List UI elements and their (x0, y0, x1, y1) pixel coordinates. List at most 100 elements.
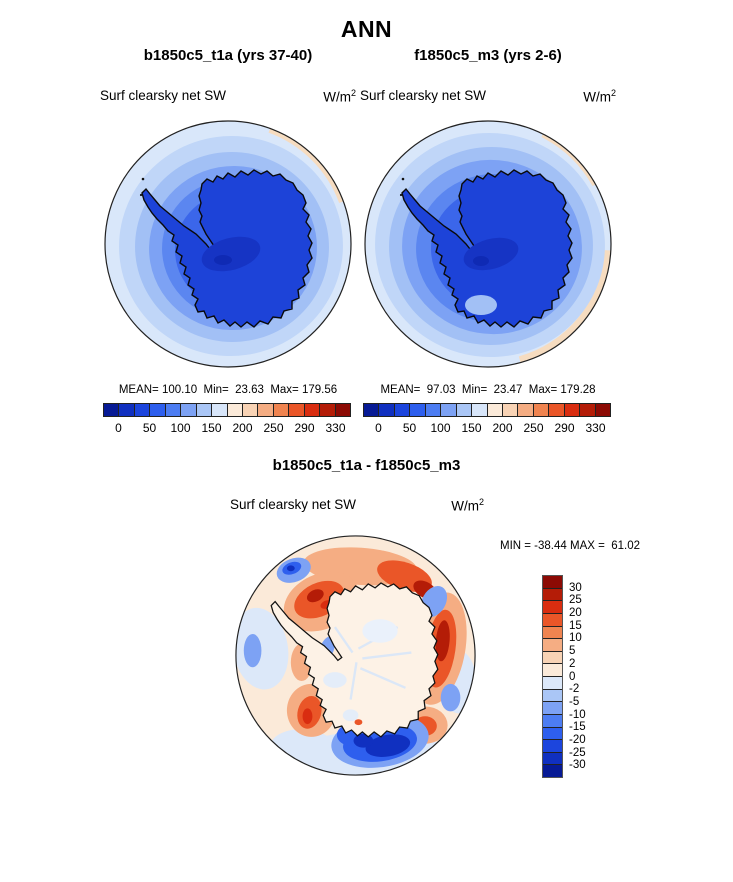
colorbar-segment (543, 689, 562, 703)
colorbar-tick-label: 50 (402, 421, 417, 435)
colorbar-segment (533, 404, 550, 416)
colorbar-segment (425, 404, 442, 416)
colorbar-tick-label: -15 (569, 721, 586, 734)
colorbar-segment (543, 613, 562, 627)
colorbar-segment (543, 752, 562, 766)
island-dot (401, 177, 405, 181)
colorbar-tick-label: 100 (170, 421, 191, 435)
colorbar-vertical-ticks: 30 25 20 15 10 5 2 0 -2 -5 -10 -15 -20 -25 -30 (569, 575, 609, 778)
colorbar-segment (543, 639, 562, 652)
stats-line: MEAN= 97.03 Min= 23.47 Max= 179.28 (380, 384, 596, 396)
colorbar-tick-label: 20 (569, 607, 582, 620)
map-b1850c5-t1a (104, 120, 352, 368)
colorbar-tick-label: -10 (569, 708, 586, 721)
map-difference (235, 535, 476, 776)
colorbar-tick-label: 200 (232, 421, 253, 435)
map-f1850c5-m3 (364, 120, 612, 368)
colorbar-tick-label: 0 (375, 421, 382, 435)
colorbar-tick-label: 5 (569, 645, 576, 658)
colorbar-segment (320, 404, 336, 416)
colorbar-segment (543, 651, 562, 665)
map-boundary-circle (235, 535, 476, 776)
panel-b1850c5-t1a: b1850c5_t1a (yrs 37-40) Surf clearsky ne… (100, 44, 356, 444)
units-label: W/m2 (451, 497, 484, 514)
island-dot (141, 177, 145, 181)
colorbar-segment (564, 404, 581, 416)
colorbar-tick-label: 330 (325, 421, 346, 435)
map-boundary-circle (364, 120, 612, 368)
panel-title: f1850c5_m3 (yrs 2-6) (414, 47, 562, 64)
colorbar-tick-label: 25 (569, 594, 582, 607)
colorbar-segment (543, 714, 562, 728)
colorbar-ticks: 0 50 100 150 200 250 290 330 (103, 421, 351, 435)
panel-f1850c5-m3: f1850c5_m3 (yrs 2-6) Surf clearsky net S… (360, 44, 616, 444)
units-label: W/m2 (583, 88, 616, 105)
variable-label: Surf clearsky net SW (360, 88, 487, 103)
colorbar-segment (472, 404, 488, 416)
colorbar-segment (543, 677, 562, 690)
colorbar-segment (134, 404, 151, 416)
colorbar-tick-label: -25 (569, 746, 586, 759)
colorbar-segment (543, 740, 562, 753)
colorbar-horizontal (363, 403, 611, 417)
colorbar-segment (196, 404, 213, 416)
colorbar-tick-label: 0 (115, 421, 122, 435)
difference-title: b1850c5_t1a - f1850c5_m3 (272, 457, 461, 474)
colorbar-tick-label: 100 (430, 421, 451, 435)
island-dot (139, 193, 143, 197)
colorbar-segment (227, 404, 243, 416)
light-patch (465, 295, 497, 315)
island-dot (399, 193, 403, 197)
colorbar-segment (543, 576, 562, 589)
colorbar-tick-label: 0 (569, 670, 576, 683)
map-boundary-circle (104, 120, 352, 368)
minmax-line: MIN = -38.44 MAX = 61.02 (500, 540, 640, 552)
colorbar-tick-label: 250 (523, 421, 544, 435)
colorbar-segment (181, 404, 197, 416)
colorbar-segment (543, 588, 562, 602)
colorbar-segment (543, 601, 562, 614)
colorbar-segment (304, 404, 321, 416)
colorbar-segment (595, 404, 610, 416)
edge-high-value-band (365, 121, 611, 367)
colorbar-segment (543, 626, 562, 640)
figure-title: ANN (340, 16, 393, 42)
colorbar-horizontal (103, 403, 351, 417)
colorbar-tick-label: 10 (569, 632, 582, 645)
colorbar-segment (487, 404, 503, 416)
colorbar-segment (543, 664, 562, 677)
colorbar-segment (441, 404, 457, 416)
variable-label: Surf clearsky net SW (100, 88, 227, 103)
colorbar-segment (335, 404, 350, 416)
colorbar-tick-label: 150 (461, 421, 482, 435)
colorbar-segment (456, 404, 473, 416)
colorbar-segment (543, 702, 562, 715)
colorbar-segment (242, 404, 259, 416)
colorbar-vertical (542, 575, 563, 778)
colorbar-tick-label: 200 (492, 421, 513, 435)
colorbar-segment (364, 404, 380, 416)
colorbar-tick-label: -5 (569, 695, 580, 708)
colorbar-segment (273, 404, 290, 416)
colorbar-segment (410, 404, 426, 416)
colorbar-segment (104, 404, 120, 416)
colorbar-segment (150, 404, 166, 416)
colorbar-segment (543, 727, 562, 741)
colorbar-segment (543, 765, 562, 777)
colorbar-segment (258, 404, 274, 416)
colorbar-segment (502, 404, 519, 416)
colorbar-tick-label: 15 (569, 619, 582, 632)
colorbar-tick-label: 290 (554, 421, 575, 435)
colorbar-segment (165, 404, 182, 416)
colorbar-tick-label: 150 (201, 421, 222, 435)
units-label: W/m2 (323, 88, 356, 105)
colorbar-segment (394, 404, 411, 416)
colorbar-segment (580, 404, 596, 416)
colorbar-segment (379, 404, 395, 416)
stats-line: MEAN= 100.10 Min= 23.63 Max= 179.56 (118, 384, 338, 396)
colorbar-tick-label: 30 (569, 581, 582, 594)
colorbar-ticks: 0 50 100 150 200 250 290 330 (363, 421, 611, 435)
colorbar-tick-label: -30 (569, 759, 586, 772)
colorbar-tick-label: 250 (263, 421, 284, 435)
panel-difference: b1850c5_t1a - f1850c5_m3 Surf clearsky n… (0, 452, 733, 882)
